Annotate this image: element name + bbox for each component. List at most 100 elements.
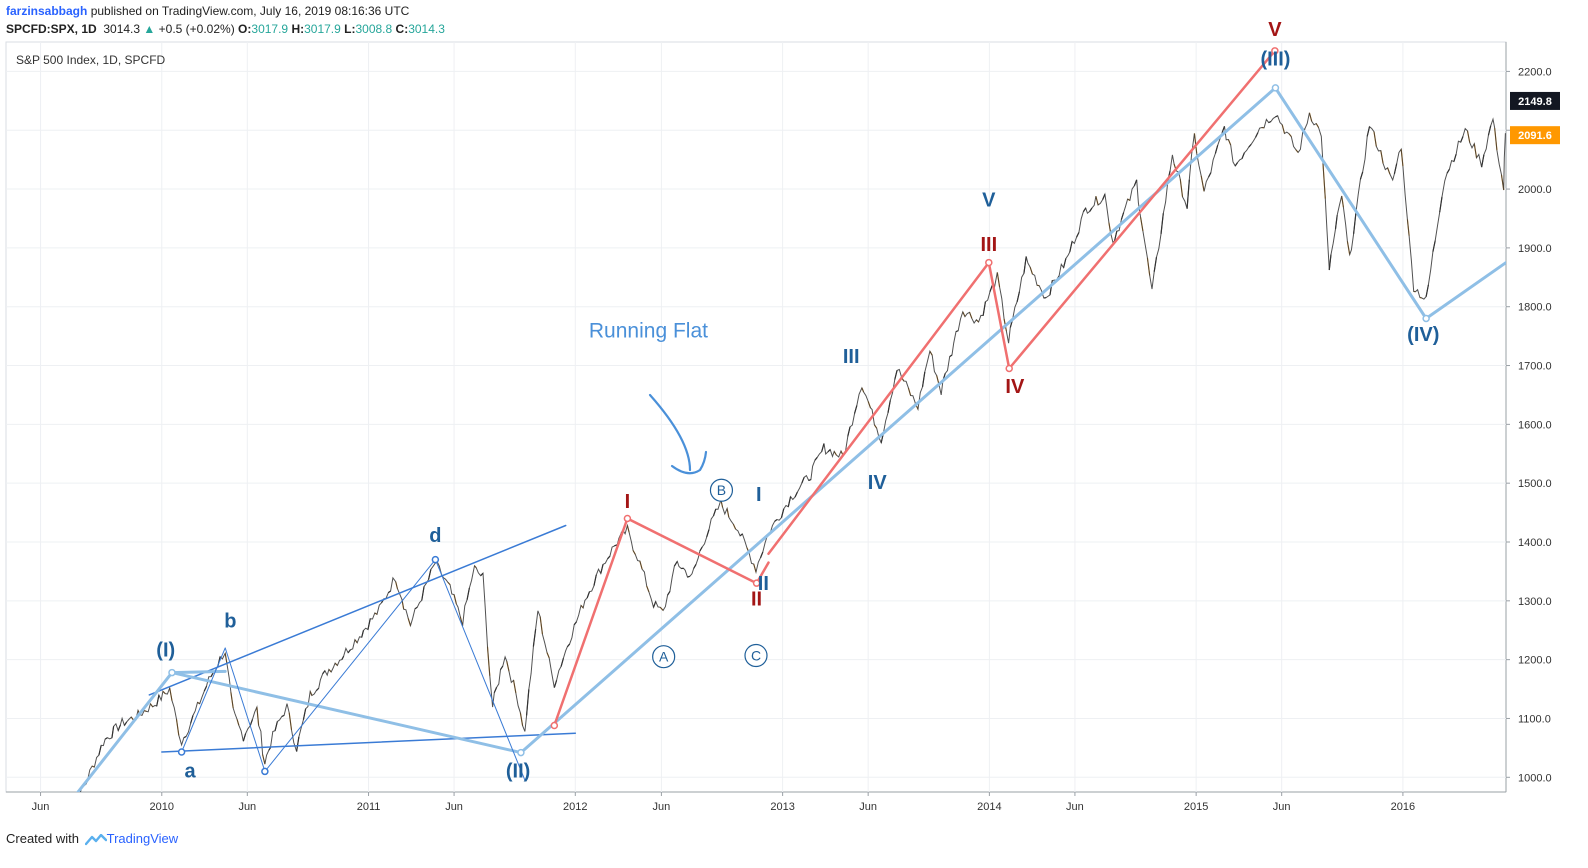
y-tick-label: 2200.0 [1518,66,1552,78]
y-tick-label: 1300.0 [1518,596,1552,608]
price-badge-label: 2149.8 [1518,96,1552,108]
tradingview-logo-icon [84,833,107,845]
low-value: 3008.8 [355,22,393,36]
circled-wave-label: A [659,649,669,665]
price-line [79,112,1506,792]
axes: 1000.0 1100.0 1200.0 1300.0 1400.0 1500.0 1600… [32,66,1560,813]
close-value: 3014.3 [408,22,445,36]
x-tick-label: 2016 [1391,801,1415,813]
y-tick-label: 1100.0 [1518,713,1551,725]
price-badge [1510,126,1560,145]
close-label: C: [395,22,409,36]
y-tick-label: 2000.0 [1518,184,1552,196]
price-badge-label: 2091.6 [1518,130,1552,142]
wave-label: IV [868,472,888,494]
x-tick-label: Jun [238,801,256,813]
wave-pivot-marker [985,258,993,267]
change-text: +0.5 (+0.02%) [158,22,235,36]
wave-pivot-marker [431,555,440,564]
y-tick-label: 1200.0 [1518,655,1552,667]
wave-pivot-marker [1271,84,1280,92]
lower-trendline [161,732,577,753]
y-tick-label: 1400.0 [1518,537,1552,549]
created-with-text: Created with [6,831,79,846]
x-tick-label: 2013 [770,801,794,813]
red-impulse-line [553,517,770,727]
published-text: published on TradingView.com, July 16, 2… [90,4,410,18]
open-label: O: [238,22,252,36]
author-link[interactable]: farzinsabbagh [6,4,88,18]
y-tick-label: 1800.0 [1518,302,1552,314]
x-tick-label: Jun [1066,801,1084,813]
price-series [65,112,1506,819]
wave-label: (III) [1260,49,1290,71]
wave-label: III [980,234,997,256]
y-tick-label: 1900.0 [1518,243,1552,255]
y-tick-label: 1700.0 [1518,361,1552,373]
wave-label: V [982,190,996,212]
x-tick-label: Jun [1273,801,1291,813]
circled-wave-marker [709,478,734,502]
wave-label: (I) [156,640,175,662]
x-tick-label: 2014 [977,801,1001,813]
y-tick-label: 1500.0 [1518,478,1552,490]
high-label: H: [291,22,305,36]
wave-label: V [1268,19,1282,41]
wave-pivot-marker [177,748,186,756]
wave-label: II [758,573,769,595]
price-bar [72,803,74,809]
publish-header: farzinsabbagh published on TradingView.c… [6,4,409,18]
wave-label: I [625,491,631,513]
wave-count-lines [76,47,1506,792]
wave-pivot-marker [752,579,761,587]
circled-wave-marker [652,645,676,669]
y-tick-label: 1600.0 [1518,419,1552,431]
x-tick-label: Jun [859,801,877,813]
wave-label: III [843,346,860,368]
circled-wave-marker [744,643,768,668]
last-price: 3014.3 [103,22,141,36]
x-tick-label: 2011 [357,801,381,813]
y-tick-label: 1000.0 [1518,772,1552,784]
x-tick-label: 2012 [563,801,587,813]
upper-trendline [148,524,567,696]
wave-pivot-marker [550,721,559,730]
x-tick-label: 2015 [1184,801,1208,813]
wave-label: a [185,760,197,782]
annotations: Running Flat [589,319,708,475]
wave-pivot-marker [1005,364,1013,373]
price-badge [1510,91,1560,110]
x-tick-label: Jun [653,801,671,813]
wave-pivot-marker [1422,314,1430,323]
running-flat-annotation: Running Flat [589,319,708,342]
tradingview-brand[interactable]: TradingView [106,831,179,846]
chart-legend: S&P 500 Index, 1D, SPCFD [16,53,166,67]
wave-pivot-marker [168,668,176,677]
symbol-label: SPCFD:SPX, 1D [6,22,97,36]
hand-drawn-arrow [648,393,708,475]
wave-pivot-marker [1271,47,1279,55]
wave-label: d [429,525,441,547]
grid [6,42,1506,792]
plot-border [5,41,1507,793]
circled-wave-label: B [717,482,726,498]
circled-wave-label: C [751,648,761,664]
wave-label: b [224,610,236,632]
footer: Created with TradingView [6,831,178,846]
x-tick-label: Jun [32,801,50,813]
low-label: L: [344,22,356,36]
wave-label: I [756,484,762,506]
wave-pivot-marker [623,514,632,523]
diagonal-inner-line [181,559,526,781]
red-impulse-line-2 [767,49,1277,556]
wave-pivot-marker [261,767,269,776]
wave-label: (IV) [1407,324,1439,346]
high-value: 3017.9 [304,22,341,36]
price-bar [65,814,67,819]
x-tick-label: 2010 [150,801,174,813]
wave-label: II [751,589,762,611]
wave-label: (II) [506,760,530,782]
wave-a-b-connector [170,669,227,675]
